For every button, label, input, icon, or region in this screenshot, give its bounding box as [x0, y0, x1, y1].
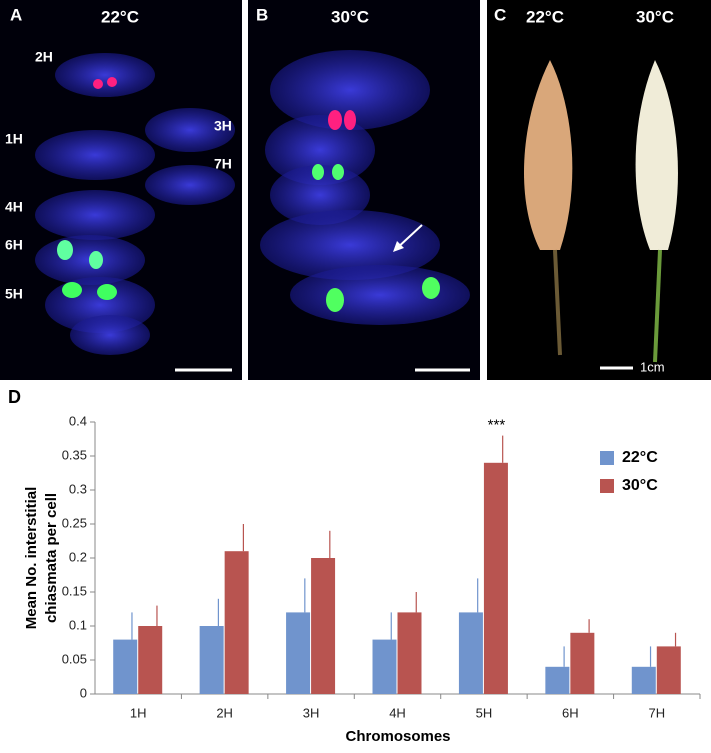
panel-temperature: 22°C [101, 7, 139, 26]
bar [631, 666, 656, 694]
legend-label: 30°C [622, 477, 658, 494]
bar [138, 626, 163, 694]
chromosome-label: 3H [214, 118, 232, 134]
y-tick-label: 0 [80, 685, 87, 700]
chromosome-label: 6H [5, 237, 23, 253]
legend-swatch [600, 451, 614, 465]
x-tick-label: 1H [130, 705, 147, 720]
bar [656, 646, 681, 694]
bar [545, 666, 570, 694]
bar [113, 639, 138, 694]
y-tick-label: 0.15 [62, 583, 87, 598]
chromosome-label: 7H [214, 156, 232, 172]
y-tick-label: 0.4 [69, 413, 87, 428]
bar [224, 551, 249, 694]
chromosome-label: 4H [5, 199, 23, 215]
panel-temperature: 30°C [636, 7, 674, 26]
legend-swatch [600, 479, 614, 493]
y-axis-label: chiasmata per cell [43, 493, 60, 623]
panel-letter: B [256, 5, 268, 24]
bar [199, 626, 224, 694]
x-tick-label: 4H [389, 705, 406, 720]
bar [372, 639, 397, 694]
plot: 0 0.05 0.1 0.15 0.2 0.25 0.3 0.35 0.4 1H 2H 3H 4H 5H 6… [62, 413, 701, 720]
bar [458, 612, 483, 694]
y-tick-label: 0.05 [62, 651, 87, 666]
bar [397, 612, 422, 694]
x-tick-label: 6H [562, 705, 579, 720]
y-axis-label: Mean No. interstitial [23, 487, 40, 630]
chromosome-label: 2H [35, 49, 53, 65]
spike-22 [523, 60, 573, 250]
panel-letter: D [8, 387, 21, 407]
chromosome-label: 1H [5, 131, 23, 147]
y-tick-label: 0.25 [62, 515, 87, 530]
chromosome-label: 5H [5, 286, 23, 302]
annotation: *** [488, 417, 506, 434]
x-tick-label: 2H [216, 705, 233, 720]
legend-label: 22°C [622, 449, 658, 466]
panel-letter: A [10, 5, 22, 24]
y-tick-label: 0.3 [69, 481, 87, 496]
x-tick-label: 3H [303, 705, 320, 720]
x-axis-label: Chromosomes [345, 728, 450, 745]
y-tick-label: 0.2 [69, 549, 87, 564]
chromosomes-b [260, 50, 470, 325]
x-tick-label: 7H [648, 705, 665, 720]
bar [311, 558, 336, 694]
scale-label: 1cm [640, 359, 665, 374]
panel-letter: C [494, 5, 506, 24]
bar [483, 462, 508, 694]
y-tick-label: 0.35 [62, 447, 87, 462]
spike-30 [635, 60, 678, 250]
x-tick-label: 5H [476, 705, 493, 720]
y-tick-label: 0.1 [69, 617, 87, 632]
panel-temperature: 30°C [331, 7, 369, 26]
panel-temperature: 22°C [526, 7, 564, 26]
bar [286, 612, 311, 694]
bar [570, 632, 595, 694]
